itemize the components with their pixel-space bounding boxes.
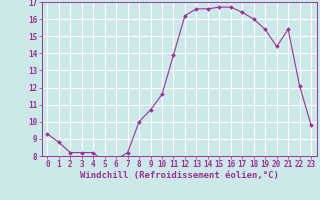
X-axis label: Windchill (Refroidissement éolien,°C): Windchill (Refroidissement éolien,°C) [80,171,279,180]
